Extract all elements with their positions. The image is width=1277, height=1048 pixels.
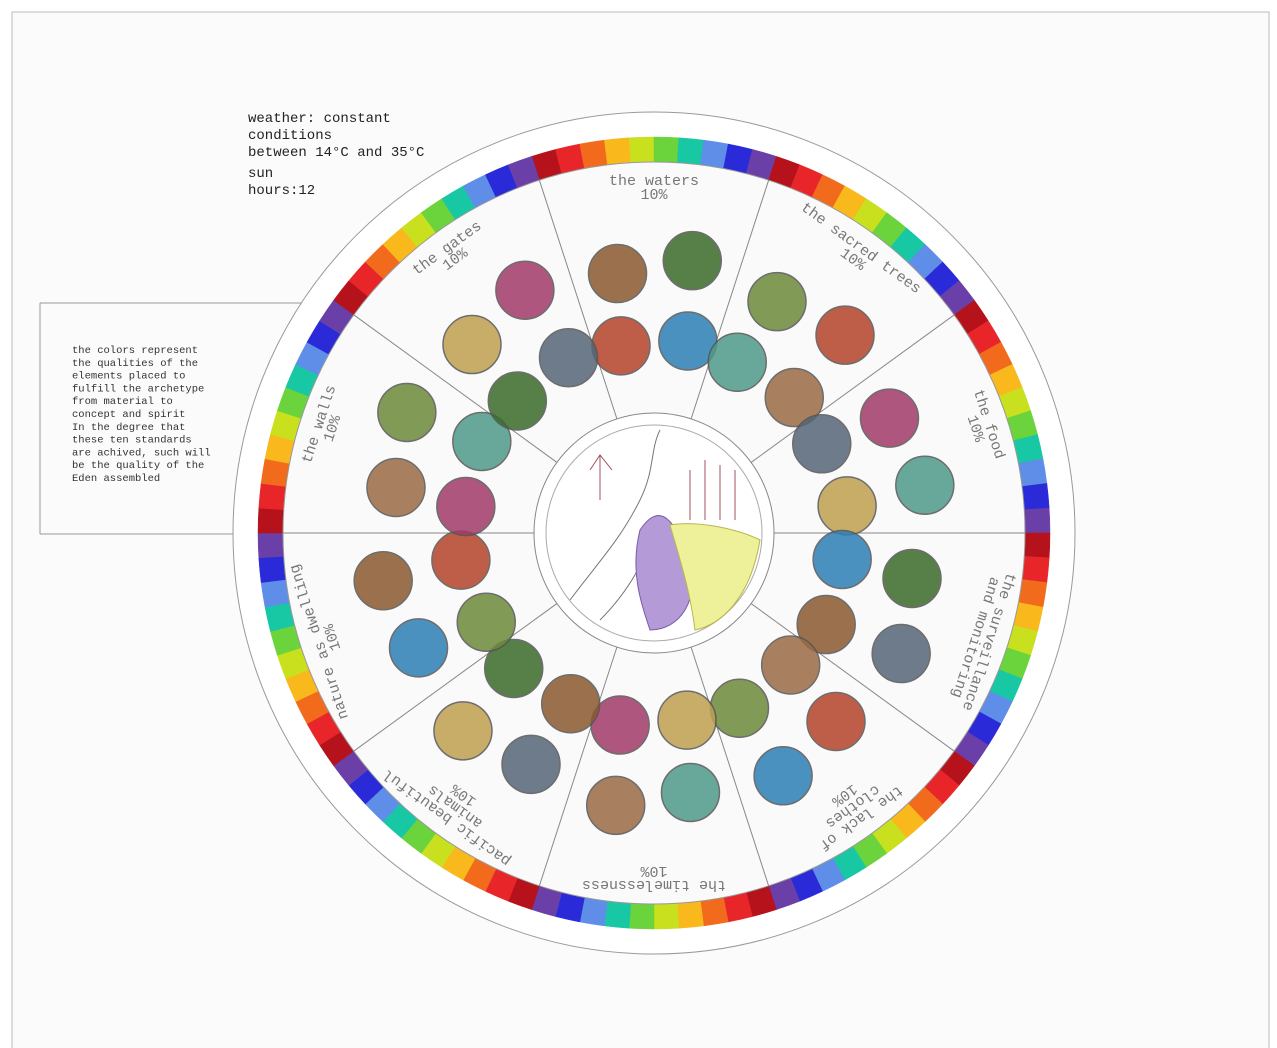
note-text: fulfill the archetype xyxy=(72,383,204,395)
photo xyxy=(432,531,490,589)
color-segment xyxy=(261,459,289,487)
photo xyxy=(378,383,436,441)
photo xyxy=(710,679,768,737)
photo xyxy=(488,372,546,430)
sector-text: 10% xyxy=(640,187,668,204)
photo xyxy=(818,477,876,535)
note-text: Eden assembled xyxy=(72,473,160,485)
color-segment xyxy=(1024,533,1050,558)
photo xyxy=(872,625,930,683)
photo xyxy=(883,549,941,607)
note-text: these ten standards xyxy=(72,435,192,447)
photo xyxy=(502,735,560,793)
color-segment xyxy=(629,903,654,929)
photo xyxy=(793,415,851,473)
note-text: be the quality of the xyxy=(72,460,204,472)
note-text: are achived, such will xyxy=(72,447,211,459)
photo xyxy=(807,692,865,750)
photo xyxy=(542,675,600,733)
color-segment xyxy=(677,901,703,928)
note-text: the qualities of the xyxy=(72,358,198,370)
photo xyxy=(457,593,515,651)
photo xyxy=(661,763,719,821)
photo xyxy=(754,747,812,805)
color-segment xyxy=(700,897,728,925)
color-segment xyxy=(604,901,630,928)
photo xyxy=(589,245,647,303)
color-segment xyxy=(259,556,286,582)
color-segment xyxy=(604,138,630,165)
photo xyxy=(540,329,598,387)
photo xyxy=(587,776,645,834)
color-segment xyxy=(1022,556,1049,582)
photo xyxy=(658,691,716,749)
color-segment xyxy=(629,137,654,163)
photo xyxy=(437,478,495,536)
photo xyxy=(496,261,554,319)
photo xyxy=(443,316,501,374)
photo xyxy=(748,273,806,331)
color-segment xyxy=(700,140,728,168)
note-text: the colors represent xyxy=(72,345,198,357)
photo xyxy=(860,389,918,447)
photo xyxy=(896,456,954,514)
sun-text: hours:12 xyxy=(248,183,315,199)
weather-text: conditions xyxy=(248,128,332,144)
note-text: concept and spirit xyxy=(72,409,185,421)
color-segment xyxy=(258,533,284,558)
photo xyxy=(367,459,425,517)
color-segment xyxy=(1024,508,1050,533)
photo xyxy=(434,702,492,760)
color-segment xyxy=(1018,459,1046,487)
photo xyxy=(354,552,412,610)
color-segment xyxy=(580,140,608,168)
photo xyxy=(762,636,820,694)
note-text: from material to xyxy=(72,396,173,408)
photo xyxy=(390,619,448,677)
color-segment xyxy=(654,903,679,929)
color-segment xyxy=(258,508,284,533)
color-segment xyxy=(1018,579,1046,607)
weather-text: weather: constant xyxy=(248,111,391,127)
color-segment xyxy=(677,138,703,165)
color-segment xyxy=(580,897,608,925)
photo xyxy=(813,530,871,588)
color-segment xyxy=(259,483,286,509)
photo xyxy=(663,232,721,290)
color-segment xyxy=(1022,483,1049,509)
page: weather: constantconditionsbetween 14°C … xyxy=(0,0,1277,1048)
color-segment xyxy=(261,579,289,607)
color-segment xyxy=(654,137,679,163)
photo xyxy=(708,333,766,391)
diagram: weather: constantconditionsbetween 14°C … xyxy=(0,0,1277,1048)
sun-text: sun xyxy=(248,166,273,182)
note-text: In the degree that xyxy=(72,422,185,434)
weather-text: between 14°C and 35°C xyxy=(248,145,424,161)
photo xyxy=(592,317,650,375)
sector-text: 10% xyxy=(640,862,668,879)
note-text: elements placed to xyxy=(72,371,185,383)
photo xyxy=(816,306,874,364)
